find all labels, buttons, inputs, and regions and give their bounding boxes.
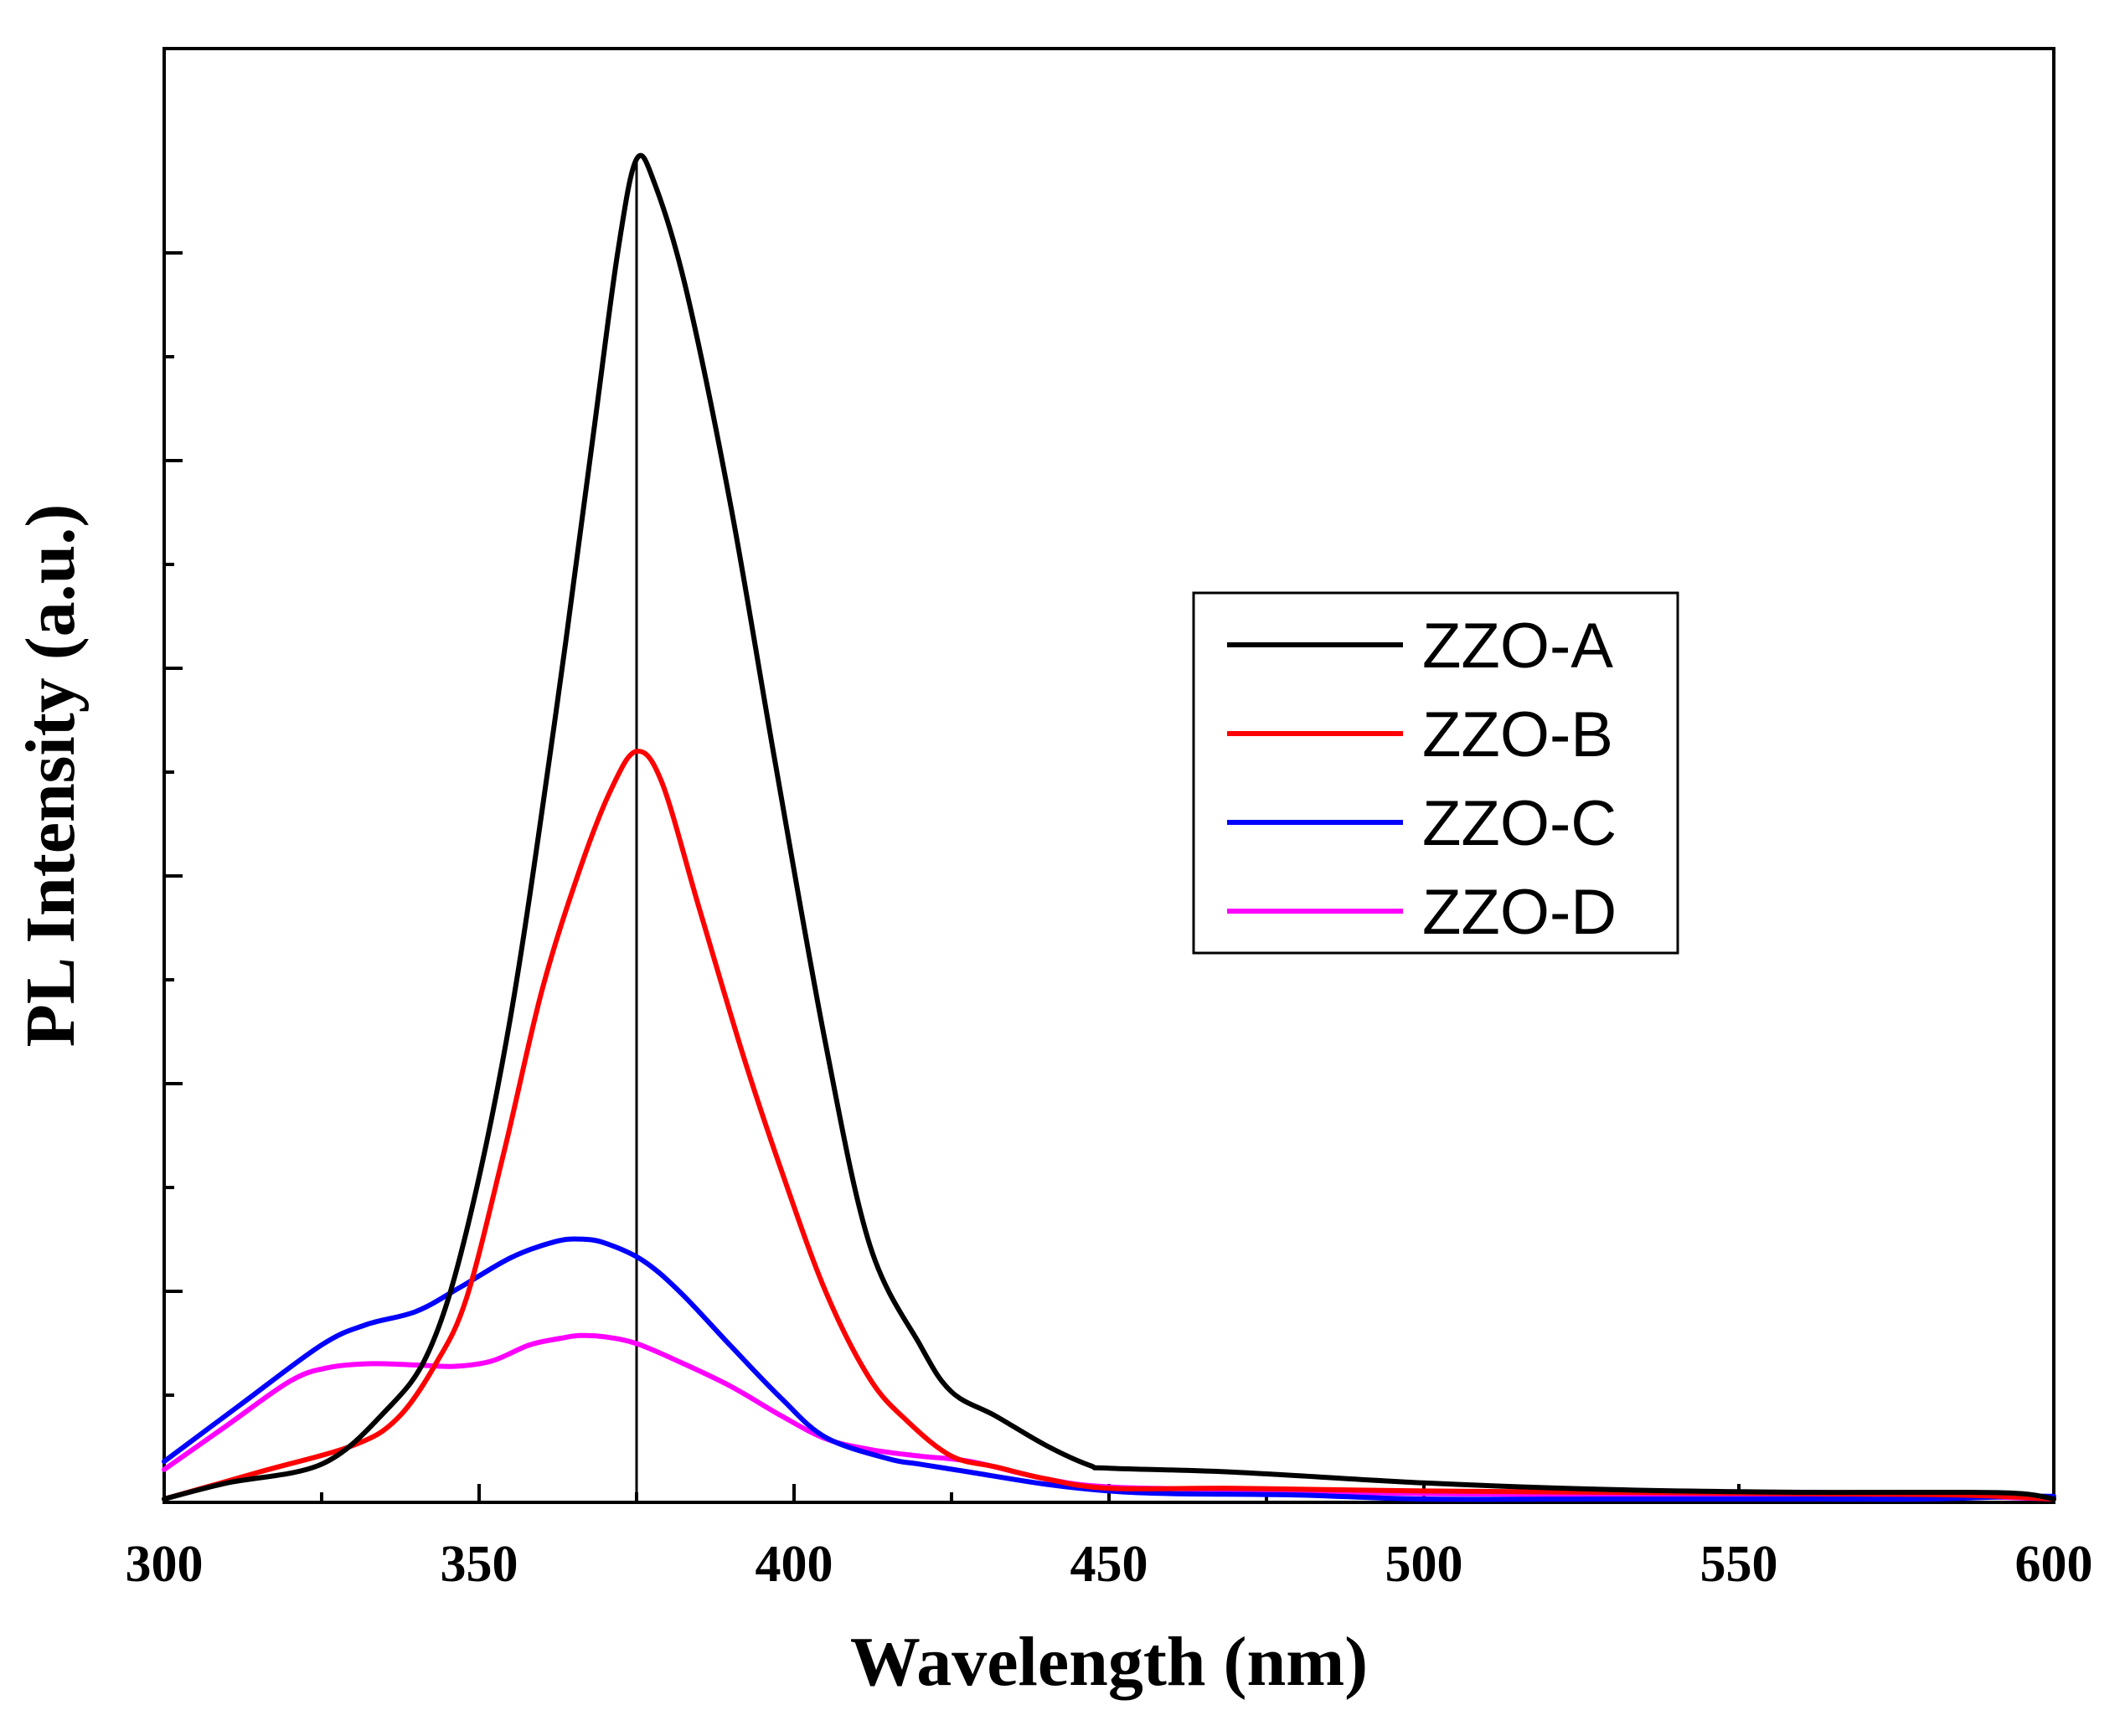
x-tick-labels: 300 350 400 450 500 550 600 — [126, 1536, 2093, 1593]
legend-label-zzo-c: ZZO-C — [1422, 788, 1617, 859]
y-axis-title: PL Intensity (a.u.) — [12, 504, 90, 1048]
series-line-zzo-b — [162, 749, 2056, 1502]
legend-label-zzo-d: ZZO-D — [1422, 877, 1617, 948]
x-tick-label: 300 — [126, 1536, 204, 1593]
legend: ZZO-A ZZO-B ZZO-C ZZO-D — [1192, 591, 1679, 955]
legend-label-zzo-a: ZZO-A — [1422, 610, 1613, 682]
series-line-zzo-d — [162, 1332, 2056, 1502]
x-tick-label: 450 — [1070, 1536, 1148, 1593]
legend-entries: ZZO-A ZZO-B ZZO-C ZZO-D — [1227, 610, 1617, 948]
series-line-zzo-c — [162, 1236, 2056, 1502]
series-line-zzo-a — [162, 152, 2056, 1502]
series-group — [162, 152, 2056, 1502]
legend-label-zzo-b: ZZO-B — [1422, 699, 1613, 770]
legend-box — [1192, 591, 1679, 955]
x-tick-label: 350 — [441, 1536, 518, 1593]
x-axis-title: Wavelength (nm) — [850, 1623, 1368, 1701]
axis-ticks — [162, 251, 2055, 1502]
x-tick-label: 400 — [756, 1536, 833, 1593]
plot-frame — [162, 47, 2055, 1504]
x-tick-label: 600 — [2015, 1536, 2093, 1593]
x-tick-label: 550 — [1700, 1536, 1778, 1593]
x-tick-label: 500 — [1385, 1536, 1463, 1593]
